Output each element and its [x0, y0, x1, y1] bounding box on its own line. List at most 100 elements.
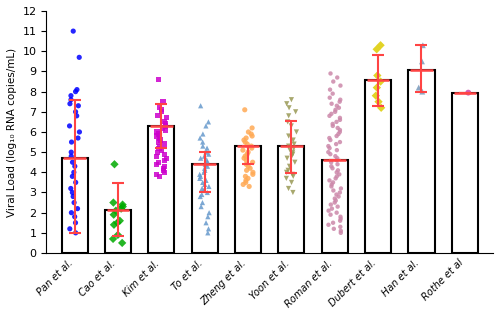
Point [336, 83, 344, 88]
Point [329, 124, 337, 129]
Point [326, 152, 334, 157]
Point [199, 131, 207, 137]
Point [336, 127, 344, 132]
Bar [105, 210, 131, 253]
Point [248, 133, 256, 138]
Point [331, 196, 339, 201]
Point [326, 87, 334, 92]
Point [326, 71, 334, 76]
Point [198, 200, 206, 205]
Point [204, 152, 212, 157]
Point [239, 148, 247, 153]
Bar [235, 146, 261, 253]
Point [240, 156, 248, 161]
Point [160, 166, 168, 171]
Point [153, 154, 161, 159]
Point [196, 194, 204, 199]
Point [159, 99, 167, 104]
Point [372, 93, 380, 98]
Point [419, 43, 427, 48]
Point [156, 143, 164, 149]
Point [282, 176, 290, 181]
Point [328, 206, 336, 211]
Point [117, 206, 125, 211]
Point [160, 119, 168, 125]
Point [288, 97, 296, 102]
Point [155, 140, 163, 145]
Point [330, 226, 338, 231]
Point [154, 149, 162, 155]
Point [66, 226, 74, 231]
Point [337, 186, 345, 191]
Point [202, 178, 210, 183]
Point [67, 154, 75, 159]
Bar [62, 158, 88, 253]
Point [328, 184, 336, 189]
Point [76, 130, 84, 135]
Point [328, 91, 336, 96]
Point [244, 149, 252, 155]
Point [72, 113, 80, 118]
Point [204, 230, 212, 235]
Point [162, 124, 170, 129]
Point [110, 212, 118, 217]
Point [160, 170, 168, 175]
Point [330, 79, 338, 84]
Point [336, 190, 344, 195]
Point [336, 172, 344, 177]
Point [334, 162, 342, 167]
Point [245, 184, 253, 189]
Point [336, 140, 344, 145]
Point [162, 115, 170, 120]
Point [328, 101, 336, 106]
Point [204, 160, 212, 165]
Point [162, 127, 170, 132]
Point [333, 103, 341, 108]
Point [372, 47, 380, 52]
Point [289, 190, 297, 195]
Point [242, 136, 250, 141]
Point [114, 232, 122, 237]
Point [202, 220, 210, 225]
Point [203, 146, 211, 151]
Point [202, 149, 210, 155]
Point [328, 182, 336, 187]
Point [196, 174, 204, 179]
Point [67, 97, 75, 102]
Point [327, 160, 335, 165]
Point [67, 93, 75, 98]
Point [74, 103, 82, 108]
Point [71, 164, 79, 169]
Point [247, 131, 255, 137]
Point [333, 174, 341, 179]
Point [330, 200, 338, 205]
Point [200, 188, 207, 193]
Point [286, 164, 294, 169]
Point [284, 143, 292, 149]
Point [67, 186, 75, 191]
Point [289, 174, 297, 179]
Point [332, 142, 340, 147]
Point [240, 137, 248, 143]
Point [162, 121, 170, 126]
Point [248, 160, 256, 165]
Point [198, 180, 206, 185]
Point [249, 172, 257, 177]
Point [336, 224, 344, 229]
Point [200, 182, 208, 187]
Point [110, 162, 118, 167]
Point [289, 137, 297, 143]
Point [118, 240, 126, 246]
Point [68, 190, 76, 195]
Point [464, 90, 472, 95]
Point [334, 204, 342, 209]
Point [334, 168, 342, 173]
Point [334, 156, 342, 161]
Point [244, 142, 252, 147]
Point [241, 154, 249, 159]
Point [336, 115, 344, 120]
Point [332, 192, 340, 197]
Point [333, 148, 341, 153]
Point [196, 172, 203, 177]
Point [326, 113, 334, 118]
